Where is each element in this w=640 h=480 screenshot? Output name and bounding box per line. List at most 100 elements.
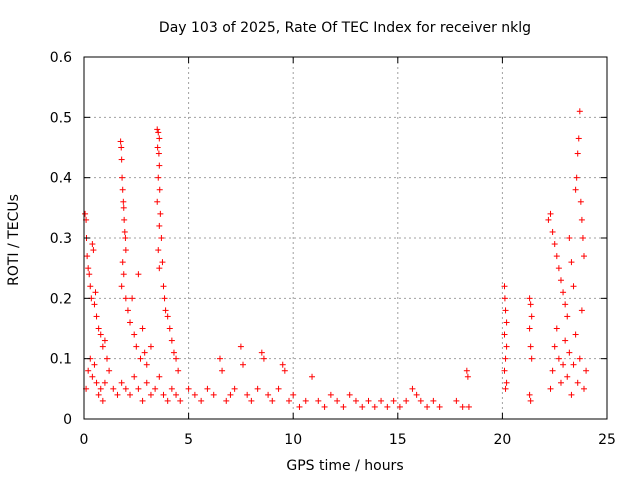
- data-point: [340, 403, 347, 410]
- data-point: [346, 391, 353, 398]
- data-point: [104, 355, 111, 362]
- data-point: [557, 379, 564, 386]
- data-point: [133, 343, 140, 350]
- data-point: [168, 337, 175, 344]
- data-point: [156, 265, 163, 272]
- data-point: [545, 216, 552, 223]
- data-point: [161, 295, 168, 302]
- data-point: [99, 397, 106, 404]
- data-point: [95, 391, 102, 398]
- x-tick-label: 20: [493, 432, 511, 448]
- data-point: [91, 301, 98, 308]
- data-point: [315, 397, 322, 404]
- data-point: [570, 283, 577, 290]
- data-point: [122, 295, 129, 302]
- data-point: [576, 355, 583, 362]
- data-point: [175, 367, 182, 374]
- x-tick-label: 15: [389, 432, 407, 448]
- data-point: [463, 367, 470, 374]
- data-point: [114, 391, 121, 398]
- data-point: [453, 397, 460, 404]
- data-point: [204, 385, 211, 392]
- data-point: [248, 397, 255, 404]
- data-point: [237, 343, 244, 350]
- data-point: [156, 373, 163, 380]
- data-point: [365, 397, 372, 404]
- data-point: [547, 210, 554, 217]
- data-point: [578, 307, 585, 314]
- y-tick-label: 0.5: [50, 110, 72, 126]
- data-point: [137, 355, 144, 362]
- data-point: [121, 216, 128, 223]
- data-point: [173, 355, 180, 362]
- data-point: [321, 403, 328, 410]
- data-point: [281, 367, 288, 374]
- data-point: [527, 397, 534, 404]
- data-point: [95, 325, 102, 332]
- data-point: [164, 313, 171, 320]
- data-point: [576, 108, 583, 115]
- data-point: [154, 144, 161, 151]
- data-point: [90, 247, 97, 254]
- data-point: [119, 259, 126, 266]
- data-point: [124, 307, 131, 314]
- data-point: [82, 210, 89, 217]
- data-point: [566, 235, 573, 241]
- data-point: [118, 283, 125, 290]
- data-point: [160, 391, 167, 398]
- data-point: [564, 313, 571, 320]
- data-point: [118, 156, 125, 163]
- data-point: [106, 367, 113, 374]
- x-tick-label: 25: [598, 432, 616, 448]
- data-point: [258, 349, 265, 356]
- data-point: [239, 361, 246, 368]
- x-tick-label: 0: [80, 432, 89, 448]
- data-point: [560, 361, 567, 368]
- data-point: [424, 403, 431, 410]
- data-point: [157, 210, 164, 217]
- data-point: [575, 135, 582, 142]
- data-point: [170, 349, 177, 356]
- data-point: [578, 216, 585, 223]
- data-point: [147, 391, 154, 398]
- data-point: [120, 204, 127, 211]
- data-point: [526, 325, 533, 332]
- data-point: [93, 313, 100, 320]
- data-point: [122, 235, 129, 241]
- data-point: [501, 295, 508, 302]
- data-point: [269, 397, 276, 404]
- data-point: [296, 403, 303, 410]
- data-point: [551, 343, 558, 350]
- data-point: [254, 385, 261, 392]
- data-point: [417, 397, 424, 404]
- data-point: [156, 135, 163, 142]
- data-point: [162, 307, 169, 314]
- data-point: [127, 391, 134, 398]
- data-point: [156, 186, 163, 193]
- y-axis-label: ROTI / TECUs: [6, 194, 22, 286]
- data-point: [127, 319, 134, 326]
- data-point: [244, 391, 251, 398]
- data-point: [290, 391, 297, 398]
- data-point: [101, 337, 108, 344]
- data-points: [82, 108, 590, 410]
- data-point: [85, 265, 92, 272]
- data-point: [156, 162, 163, 169]
- y-tick-label: 0.4: [50, 171, 72, 187]
- grid-lines: [84, 57, 607, 419]
- data-point: [97, 385, 104, 392]
- data-point: [155, 174, 162, 181]
- y-tick-label: 0.6: [50, 50, 72, 66]
- y-tick-label: 0.2: [50, 291, 72, 307]
- data-point: [396, 403, 403, 410]
- x-tick-label: 10: [284, 432, 302, 448]
- data-point: [527, 343, 534, 350]
- data-point: [580, 385, 587, 392]
- data-point: [275, 385, 282, 392]
- data-point: [135, 385, 142, 392]
- plot-frame: [83, 56, 608, 420]
- data-point: [568, 259, 575, 266]
- data-point: [129, 295, 136, 302]
- data-point: [93, 379, 100, 386]
